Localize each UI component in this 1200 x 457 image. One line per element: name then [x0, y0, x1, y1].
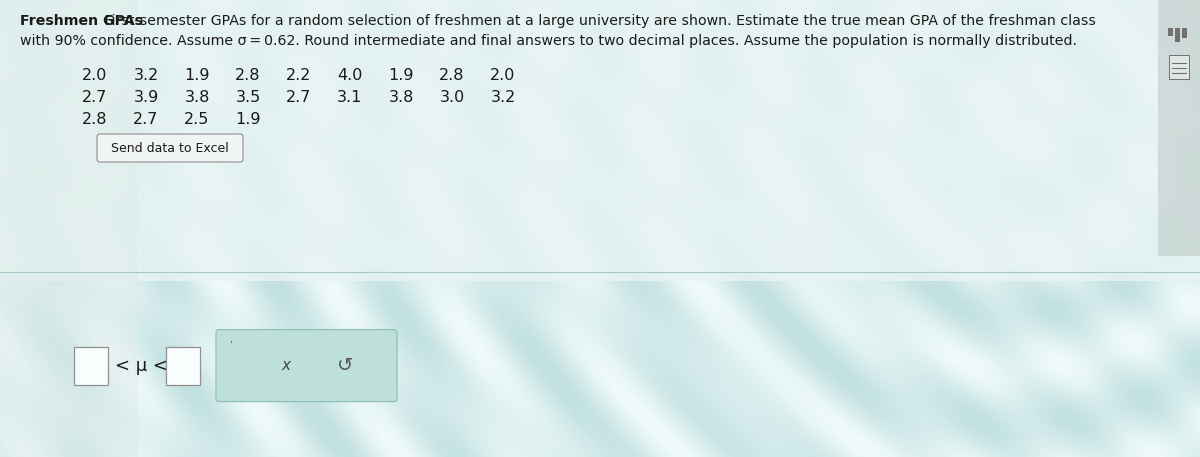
- Text: 2.7: 2.7: [83, 90, 108, 105]
- Text: 4.0: 4.0: [337, 68, 362, 83]
- Text: 3.5: 3.5: [235, 90, 260, 105]
- Text: 2.0: 2.0: [491, 68, 516, 83]
- FancyBboxPatch shape: [0, 0, 138, 457]
- Bar: [1168, 28, 1174, 36]
- Text: 2.7: 2.7: [133, 112, 158, 127]
- FancyBboxPatch shape: [216, 329, 397, 402]
- Text: 1.9: 1.9: [235, 112, 260, 127]
- Text: 1.9: 1.9: [185, 68, 210, 83]
- Text: 3.8: 3.8: [185, 90, 210, 105]
- Text: with 90% confidence. Assume σ = 0.62. Round intermediate and final answers to tw: with 90% confidence. Assume σ = 0.62. Ro…: [20, 34, 1078, 48]
- Text: 3.2: 3.2: [133, 68, 158, 83]
- Bar: [1175, 28, 1180, 42]
- Text: 2.7: 2.7: [287, 90, 312, 105]
- Text: 2.0: 2.0: [83, 68, 108, 83]
- Text: 2.8: 2.8: [83, 112, 108, 127]
- Text: Freshmen GPAs: Freshmen GPAs: [20, 14, 143, 28]
- Text: 1.9: 1.9: [389, 68, 414, 83]
- Bar: [1182, 28, 1187, 38]
- Text: 3.1: 3.1: [337, 90, 362, 105]
- Text: ’: ’: [229, 340, 232, 351]
- Text: 2.8: 2.8: [235, 68, 260, 83]
- FancyBboxPatch shape: [97, 134, 242, 162]
- Text: Send data to Excel: Send data to Excel: [112, 142, 229, 154]
- Text: < μ <: < μ <: [115, 356, 168, 375]
- FancyBboxPatch shape: [0, 0, 1200, 281]
- Text: 2.5: 2.5: [185, 112, 210, 127]
- Text: 3.2: 3.2: [491, 90, 516, 105]
- Text: 2.2: 2.2: [287, 68, 312, 83]
- FancyBboxPatch shape: [74, 346, 108, 385]
- Text: First-semester GPAs for a random selection of freshmen at a large university are: First-semester GPAs for a random selecti…: [100, 14, 1096, 28]
- Text: 3.8: 3.8: [389, 90, 414, 105]
- Text: x: x: [281, 358, 290, 373]
- FancyBboxPatch shape: [1169, 55, 1189, 79]
- Text: 3.0: 3.0: [439, 90, 464, 105]
- Text: ↺: ↺: [337, 356, 353, 375]
- Text: 2.8: 2.8: [439, 68, 464, 83]
- FancyBboxPatch shape: [1158, 0, 1200, 256]
- Text: 3.9: 3.9: [133, 90, 158, 105]
- FancyBboxPatch shape: [166, 346, 200, 385]
